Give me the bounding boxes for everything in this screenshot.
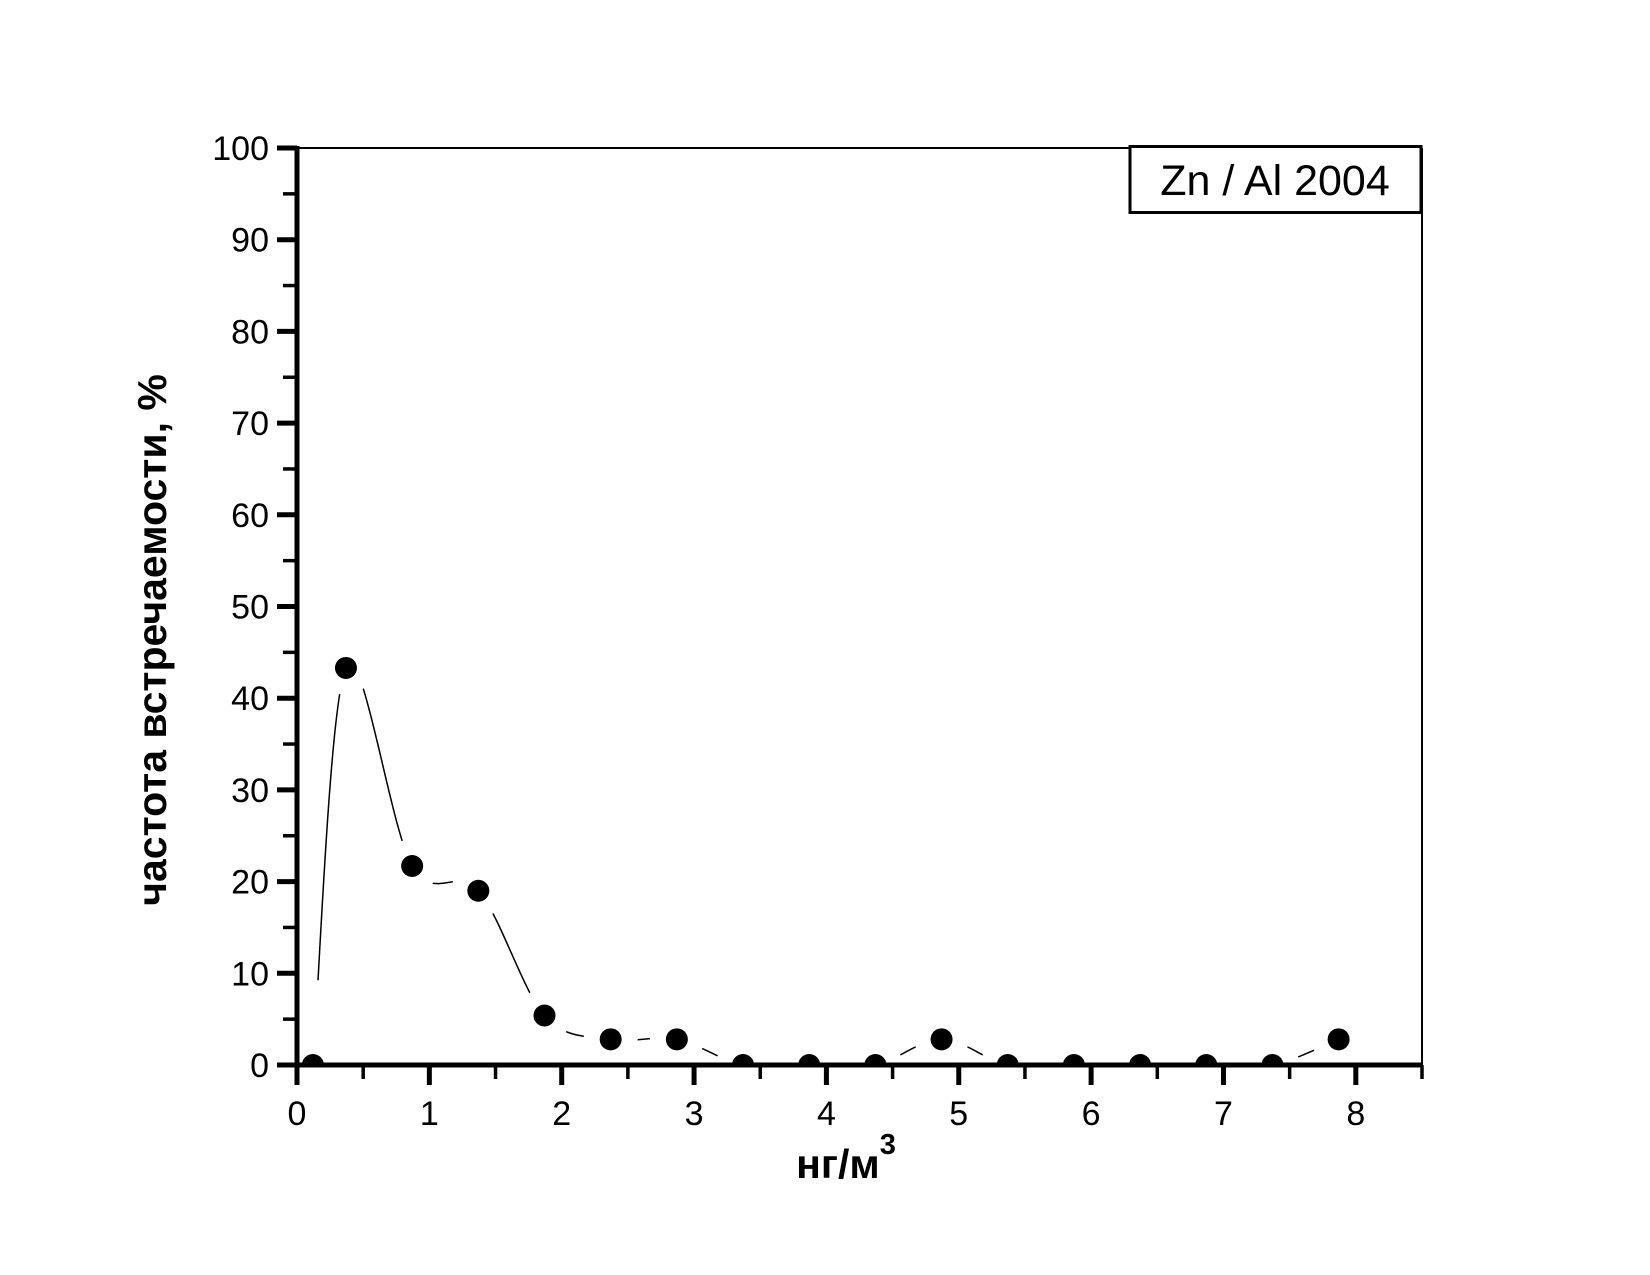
marker-halo <box>716 1038 771 1065</box>
y-tick-label: 30 <box>231 772 269 810</box>
x-axis-label-superscript: 3 <box>880 1129 896 1161</box>
data-point <box>1129 1054 1152 1065</box>
y-tick-label: 80 <box>231 313 269 351</box>
data-point <box>401 855 424 878</box>
marker-halo <box>1179 1038 1234 1065</box>
data-point <box>334 656 357 679</box>
x-tick-label: 2 <box>552 1095 571 1133</box>
marker-halo <box>1046 1038 1101 1065</box>
data-point <box>1062 1054 1085 1065</box>
plot-frame <box>294 146 1423 1068</box>
data-point <box>996 1054 1019 1065</box>
y-tick-label: 0 <box>250 1047 269 1085</box>
data-point <box>864 1054 887 1065</box>
marker-halo <box>848 1038 903 1065</box>
y-tick-label: 20 <box>231 864 269 902</box>
marker-halo <box>782 1038 837 1065</box>
x-tick-label: 6 <box>1082 1095 1101 1133</box>
data-point <box>732 1054 755 1065</box>
x-tick-label: 1 <box>420 1095 439 1133</box>
data-point <box>599 1028 622 1051</box>
y-tick-label: 60 <box>231 497 269 535</box>
marker-halo <box>980 1038 1035 1065</box>
data-point <box>1261 1054 1284 1065</box>
x-axis-label-base: нг/м <box>796 1141 880 1187</box>
y-axis: 0 10 20 30 40 50 60 70 80 90 100 <box>212 130 297 1085</box>
y-tick-label: 70 <box>231 405 269 443</box>
data-point <box>665 1028 688 1051</box>
marker-halo <box>1113 1038 1168 1065</box>
x-tick-label: 3 <box>685 1095 704 1133</box>
y-tick-label: 90 <box>231 222 269 260</box>
data-point <box>467 879 490 902</box>
marker-halo <box>1245 1038 1300 1065</box>
marker-halo <box>297 980 398 1065</box>
x-axis: 0 1 2 3 4 5 6 7 8 <box>288 1065 1424 1133</box>
x-tick-label: 5 <box>949 1095 968 1133</box>
y-axis-label: частота встречаемости, % <box>129 374 175 906</box>
x-tick-label: 8 <box>1346 1095 1365 1133</box>
legend-label: Zn / Al 2004 <box>1160 157 1390 205</box>
data-point <box>930 1028 953 1051</box>
data-series <box>297 640 1366 1065</box>
y-tick-label: 50 <box>231 589 269 627</box>
x-tick-label: 7 <box>1214 1095 1233 1133</box>
data-point <box>1195 1054 1218 1065</box>
legend-box <box>1128 145 1423 214</box>
series-line <box>312 663 1339 1065</box>
x-axis-label: нг/м3 <box>796 1129 896 1187</box>
data-point <box>533 1004 556 1027</box>
data-point <box>301 1054 324 1065</box>
x-tick-label: 0 <box>288 1095 307 1133</box>
x-tick-label: 4 <box>817 1095 836 1133</box>
legend: Zn / Al 2004 <box>1128 145 1423 214</box>
data-point <box>1327 1028 1350 1051</box>
data-point <box>798 1054 821 1065</box>
y-tick-label: 10 <box>231 955 269 993</box>
y-tick-label: 100 <box>212 130 269 168</box>
y-tick-label: 40 <box>231 680 269 718</box>
